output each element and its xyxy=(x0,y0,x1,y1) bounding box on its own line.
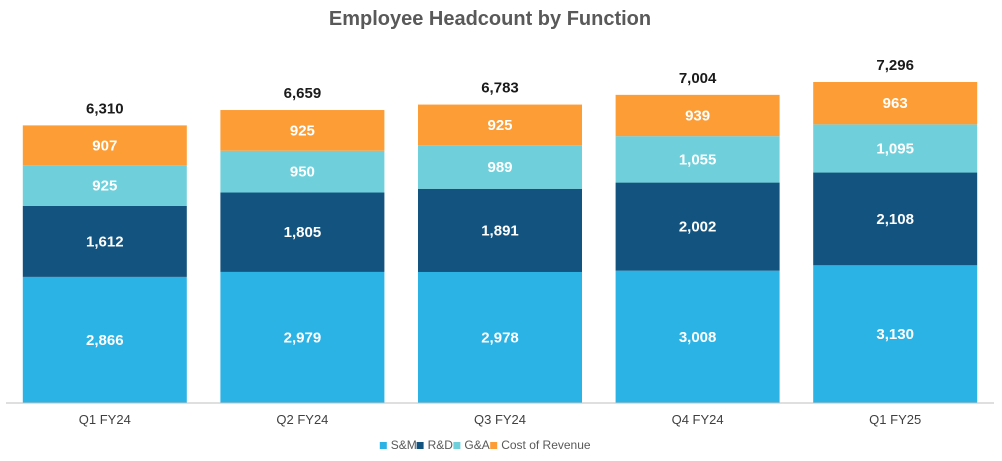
legend-label-ganda: G&A xyxy=(464,438,489,452)
bar-segment-sandm-q3-fy24 xyxy=(418,271,582,403)
legend-label-cost-of-revenue: Cost of Revenue xyxy=(501,438,591,452)
data-label-randd-q1-fy25: 2,108 xyxy=(876,211,914,228)
data-label-cost-of-revenue-q3-fy24: 925 xyxy=(487,117,512,134)
x-tick-label-q1-fy25: Q1 FY25 xyxy=(869,412,921,427)
bar-segment-ganda-q3-fy24 xyxy=(418,145,582,189)
data-label-randd-q2-fy24: 1,805 xyxy=(284,224,322,241)
bars-group: 2,866 1,612 925 907 6,310 2,979 1,805 950 925 6,6… xyxy=(22,57,978,403)
bar-segment-ganda-q1-fy24 xyxy=(22,165,187,206)
legend-label-randd: R&D xyxy=(428,438,454,452)
data-label-sandm-q1-fy24: 2,866 xyxy=(86,332,124,349)
chart-title: Employee Headcount by Function xyxy=(329,8,651,30)
data-label-cost-of-revenue-q4-fy24: 939 xyxy=(685,108,710,125)
data-label-randd-q4-fy24: 2,002 xyxy=(679,219,717,236)
total-label-q1-fy25: 7,296 xyxy=(876,57,914,74)
x-tick-label-q1-fy24: Q1 FY24 xyxy=(79,412,131,427)
legend-swatch-ganda xyxy=(453,442,461,449)
bar-segment-ganda-q4-fy24 xyxy=(615,136,780,183)
bar-segment-randd-q1-fy25 xyxy=(813,172,978,266)
x-tick-label-q2-fy24: Q2 FY24 xyxy=(276,412,328,427)
data-label-cost-of-revenue-q1-fy25: 963 xyxy=(883,95,908,112)
legend-swatch-cost-of-revenue xyxy=(490,442,498,449)
legend: S&M R&D G&A Cost of Revenue xyxy=(379,438,591,452)
bar-segment-randd-q3-fy24 xyxy=(418,188,582,272)
data-label-randd-q3-fy24: 1,891 xyxy=(481,222,519,239)
data-label-ganda-q3-fy24: 989 xyxy=(487,159,512,176)
x-tick-label-q4-fy24: Q4 FY24 xyxy=(672,412,724,427)
legend-swatch-randd xyxy=(416,442,424,449)
bar-segment-sandm-q1-fy25 xyxy=(813,265,978,403)
bar-segment-randd-q2-fy24 xyxy=(220,192,385,272)
bar-segment-cost-of-revenue-q1-fy24 xyxy=(22,125,187,166)
bar-segment-randd-q1-fy24 xyxy=(22,205,187,277)
legend-swatch-sandm xyxy=(379,442,387,449)
bar-segment-cost-of-revenue-q2-fy24 xyxy=(220,110,385,151)
x-tick-label-q3-fy24: Q3 FY24 xyxy=(474,412,526,427)
bar-segment-sandm-q4-fy24 xyxy=(615,270,780,403)
data-label-sandm-q4-fy24: 3,008 xyxy=(679,329,717,346)
bar-segment-cost-of-revenue-q4-fy24 xyxy=(615,94,780,137)
data-label-cost-of-revenue-q1-fy24: 907 xyxy=(92,137,117,154)
data-label-randd-q1-fy24: 1,612 xyxy=(86,233,124,250)
bar-segment-sandm-q2-fy24 xyxy=(220,271,385,403)
bar-segment-cost-of-revenue-q1-fy25 xyxy=(813,82,978,125)
data-label-cost-of-revenue-q2-fy24: 925 xyxy=(290,122,315,139)
total-label-q4-fy24: 7,004 xyxy=(679,70,717,87)
total-label-q1-fy24: 6,310 xyxy=(86,100,124,117)
bar-segment-sandm-q1-fy24 xyxy=(22,276,187,403)
bar-segment-cost-of-revenue-q3-fy24 xyxy=(418,104,582,146)
data-label-sandm-q1-fy25: 3,130 xyxy=(876,326,914,343)
data-label-sandm-q3-fy24: 2,978 xyxy=(481,329,519,346)
bar-segment-ganda-q1-fy25 xyxy=(813,124,978,173)
data-label-ganda-q1-fy25: 1,095 xyxy=(876,140,914,157)
total-label-q2-fy24: 6,659 xyxy=(284,85,322,102)
bar-segment-randd-q4-fy24 xyxy=(615,182,780,271)
total-label-q3-fy24: 6,783 xyxy=(481,80,519,97)
data-label-ganda-q4-fy24: 1,055 xyxy=(679,151,717,168)
legend-label-sandm: S&M xyxy=(391,438,417,452)
bar-segment-ganda-q2-fy24 xyxy=(220,150,385,193)
data-label-ganda-q2-fy24: 950 xyxy=(290,164,315,181)
data-label-ganda-q1-fy24: 925 xyxy=(92,178,117,195)
x-axis-ticks: Q1 FY24 Q2 FY24 Q3 FY24 Q4 FY24 Q1 FY25 xyxy=(79,412,921,427)
data-label-sandm-q2-fy24: 2,979 xyxy=(284,329,322,346)
